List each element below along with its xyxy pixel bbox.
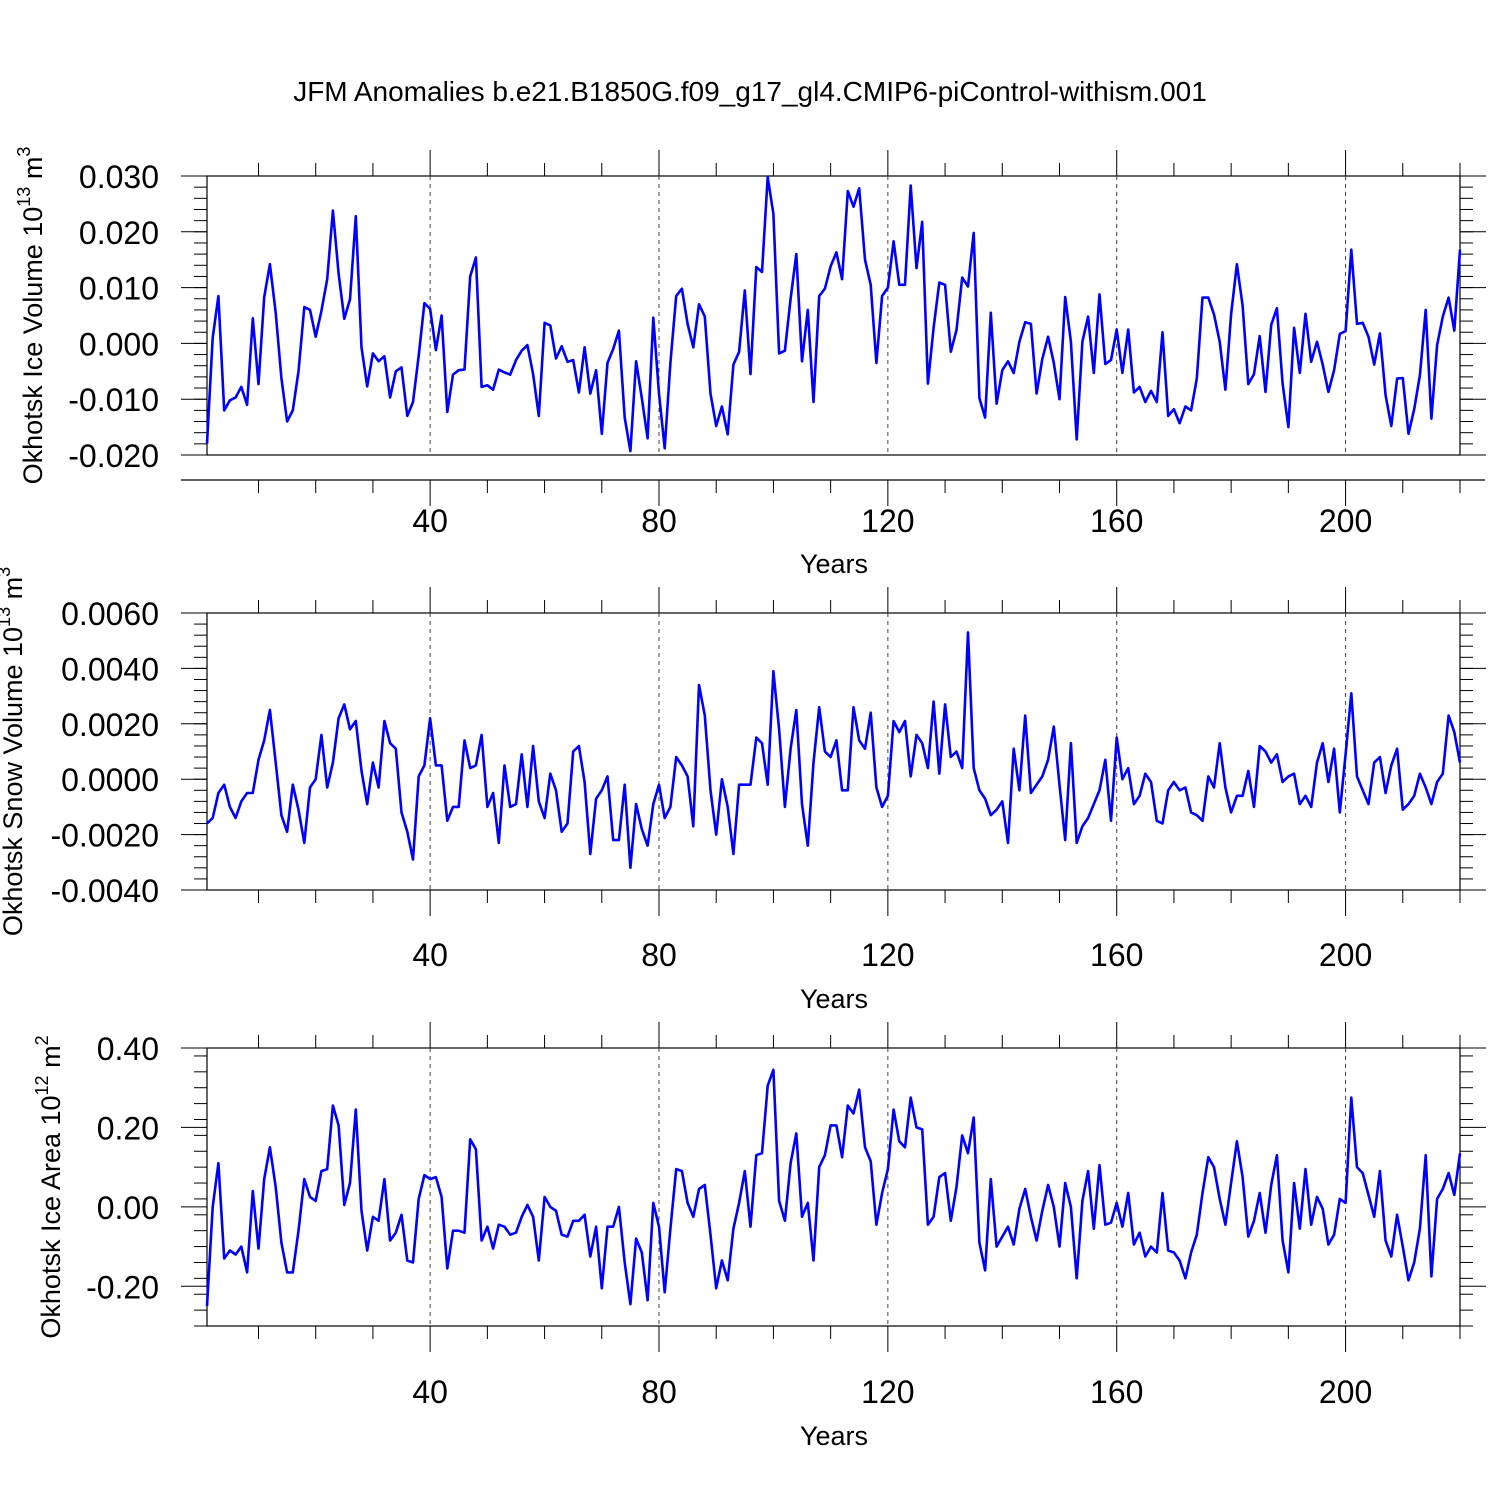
panel-ice-area: 40 80 120 160 200 -0.20 0.00 0.20 0.40 Years Okhot… [32, 1022, 1486, 1451]
y-tick-label: 0.010 [79, 271, 159, 307]
y-tick-label: 0.020 [79, 215, 159, 251]
series-line [205, 1068, 1462, 1307]
series-line [206, 631, 1462, 870]
y-tick-label: 0.0060 [61, 596, 159, 632]
y-tick-label: 0.0020 [61, 707, 159, 743]
x-axis-label: Years [800, 1421, 868, 1451]
x-tick-label: 160 [1090, 937, 1143, 973]
x-tick-label: 200 [1319, 937, 1372, 973]
x-tick-label: 120 [861, 1374, 914, 1410]
plot-frame [206, 612, 1461, 891]
x-tick-label: 80 [641, 503, 677, 539]
x-tick-label: 200 [1319, 1374, 1372, 1410]
plot-frame [206, 175, 1461, 456]
x-tick-label: 120 [861, 937, 914, 973]
y-tick-label: 0.0040 [61, 651, 159, 687]
y-tick-label: -0.010 [68, 382, 159, 418]
x-axis-label: Years [800, 984, 868, 1014]
panel-snow-volume: 40 80 120 160 200 -0.0040 -0.0020 0.0000 0.0020 0… [0, 567, 1486, 1014]
x-tick-label: 40 [412, 937, 448, 973]
y-tick-label: -0.0020 [50, 818, 159, 854]
y-tick-label: -0.20 [86, 1269, 159, 1305]
y-tick-label: 0.000 [79, 326, 159, 362]
y-tick-label: 0.00 [97, 1190, 159, 1226]
panel-ice-volume: 40 80 120 160 200 -0.020 -0.010 0.000 0.010 0.020… [14, 147, 1486, 579]
plot-frame [206, 1047, 1461, 1327]
x-tick-label: 160 [1090, 1374, 1143, 1410]
x-tick-label: 160 [1090, 503, 1143, 539]
y-tick-label: 0.030 [79, 159, 159, 195]
x-axis-label: Years [800, 549, 868, 579]
x-tick-label: 80 [641, 937, 677, 973]
series-line [205, 175, 1462, 453]
y-tick-label: -0.020 [68, 438, 159, 474]
y-tick-label: 0.20 [97, 1110, 159, 1146]
y-tick-label: 0.40 [97, 1031, 159, 1067]
chart-title: JFM Anomalies b.e21.B1850G.f09_g17_gl4.C… [293, 76, 1207, 107]
x-tick-label: 40 [412, 1374, 448, 1410]
y-axis-label: Okhotsk Ice Area 1012 m2 [32, 1035, 66, 1338]
x-tick-label: 80 [641, 1374, 677, 1410]
y-tick-label: 0.0000 [61, 762, 159, 798]
y-tick-label: -0.0040 [50, 873, 159, 909]
y-axis-label: Okhotsk Snow Volume 1013 m3 [0, 567, 28, 936]
y-axis-label: Okhotsk Ice Volume 1013 m3 [14, 147, 48, 485]
x-tick-label: 120 [861, 503, 914, 539]
x-tick-label: 200 [1319, 503, 1372, 539]
x-tick-label: 40 [412, 503, 448, 539]
